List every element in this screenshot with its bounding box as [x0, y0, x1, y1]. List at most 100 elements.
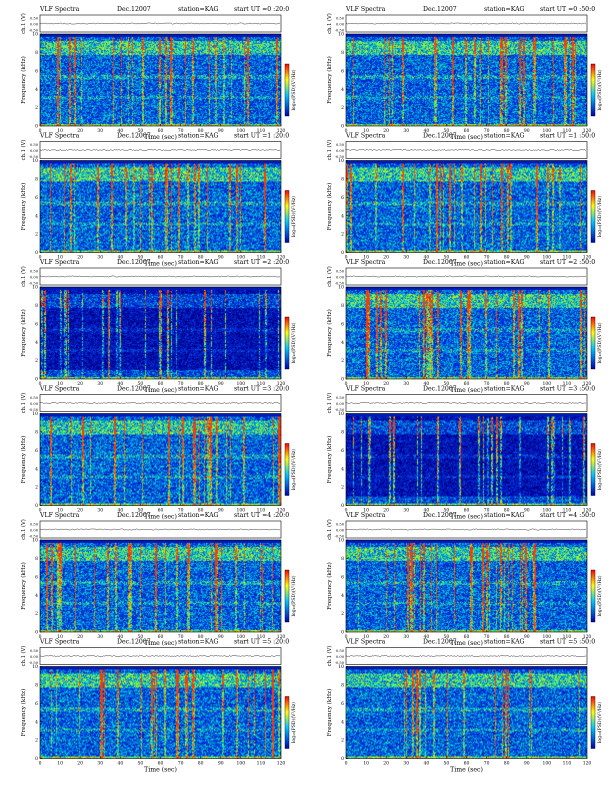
x-tick-label: 70 — [484, 634, 490, 640]
header-station: station=KAG — [178, 512, 219, 519]
spectrogram-image — [40, 413, 281, 506]
header-station: station=KAG — [484, 639, 525, 646]
ch1-axis-label: ch.1 (V) — [326, 266, 333, 287]
header-start-ut: start UT =0 :50:0 — [540, 6, 595, 13]
y-tick-label: 0 — [35, 503, 38, 509]
x-tick-label: 40 — [423, 381, 429, 387]
spectrogram-image — [346, 540, 587, 632]
y-tick-label: 4 — [35, 87, 38, 93]
y-tick-label: 0 — [35, 250, 38, 256]
spectrogram-panel: VLF Spectra Dec.12007 station=KAG start UT … — [326, 386, 603, 521]
colorbar — [285, 190, 289, 243]
y-tick-label: 8 — [341, 556, 344, 562]
colorbar-frame — [590, 316, 596, 370]
x-tick-label: 0 — [345, 634, 348, 640]
x-tick-label: 70 — [484, 508, 490, 514]
y-tick-label: 6 — [35, 68, 38, 74]
x-tick-label: 90 — [218, 381, 224, 387]
x-tick-label: 70 — [484, 128, 490, 134]
colorbar — [285, 696, 289, 749]
x-tick-label: 10 — [57, 761, 63, 767]
x-tick-label: 70 — [178, 381, 184, 387]
spectrogram-image — [346, 287, 587, 379]
x-tick-label: 80 — [198, 634, 204, 640]
x-tick-label: 40 — [117, 761, 123, 767]
x-tick-label: 20 — [383, 381, 389, 387]
x-tick-label: 50 — [444, 128, 450, 134]
ch1-tick-label: 0.00 — [336, 149, 345, 153]
x-tick-label: 110 — [257, 508, 266, 514]
x-tick-label: 10 — [363, 381, 369, 387]
ch1-tick-label: 0.00 — [30, 23, 39, 27]
y-tick-label: 8 — [341, 683, 344, 689]
colorbar-label: log₁₀(PSD)(V²/Hz) — [596, 69, 603, 110]
x-tick-label: 60 — [158, 381, 164, 387]
x-tick-label: 80 — [504, 761, 510, 767]
y-tick-label: 0 — [341, 250, 344, 256]
ch1-waveform-trace — [39, 655, 281, 657]
y-tick-label: 4 — [35, 593, 38, 599]
x-tick-label: 30 — [403, 761, 409, 767]
y-tick-label: 8 — [341, 50, 344, 56]
colorbar — [285, 570, 289, 622]
colorbar-label: log₁₀(PSD)(V²/Hz) — [290, 702, 297, 743]
ch1-tick-label: 0.00 — [30, 276, 39, 280]
colorbar — [591, 696, 595, 749]
x-tick-label: 80 — [198, 255, 204, 261]
x-tick-label: 10 — [57, 381, 63, 387]
ch1-axis-label: ch.1 (V) — [20, 13, 27, 34]
header-title: VLF Spectra — [345, 133, 386, 140]
ch1-waveform-trace — [345, 22, 587, 25]
spectrogram-panel: VLF Spectra Dec.12007 station=KAG start UT … — [20, 512, 297, 647]
x-tick-label: 120 — [583, 255, 592, 261]
ch1-waveform-trace — [345, 149, 587, 151]
x-tick-label: 100 — [237, 761, 246, 767]
x-tick-label: 120 — [277, 381, 286, 387]
x-tick-label: 100 — [543, 128, 552, 134]
x-axis-label: Time (sec) — [450, 640, 483, 647]
x-tick-label: 40 — [117, 255, 123, 261]
x-axis-label: Time (sec) — [144, 261, 177, 268]
header-start-ut: start UT =2 :50:0 — [540, 259, 595, 266]
colorbar-label: log₁₀(PSD)(V²/Hz) — [290, 575, 297, 616]
header-station: station=KAG — [484, 386, 525, 393]
ch1-tick-label: 0.50 — [30, 17, 39, 21]
y-tick-label: 6 — [35, 701, 38, 707]
x-tick-label: 0 — [39, 381, 42, 387]
x-tick-label: 30 — [97, 255, 103, 261]
x-tick-label: 50 — [444, 508, 450, 514]
x-tick-label: 60 — [158, 634, 164, 640]
header-date: Dec.12007 — [423, 259, 457, 266]
x-tick-label: 80 — [198, 381, 204, 387]
colorbar — [285, 443, 289, 496]
x-axis-label: Time (sec) — [450, 261, 483, 268]
colorbar-label: log₁₀(PSD)(V²/Hz) — [290, 196, 297, 237]
ch1-waveform-trace — [345, 402, 587, 404]
y-tick-label: 10 — [32, 664, 38, 670]
spectrogram-panel: VLF Spectra Dec.12007 station=KAG start UT … — [326, 133, 603, 268]
x-tick-label: 100 — [237, 255, 246, 261]
colorbar-frame — [284, 696, 290, 749]
x-tick-label: 50 — [444, 761, 450, 767]
y-tick-label: 0 — [341, 124, 344, 130]
x-tick-label: 80 — [504, 255, 510, 261]
header-date: Dec.12007 — [423, 133, 457, 140]
ch1-axis-label: ch.1 (V) — [20, 393, 27, 414]
y-tick-label: 4 — [35, 213, 38, 219]
ch1-tick-label: 0.00 — [336, 402, 345, 406]
x-tick-label: 20 — [77, 128, 83, 134]
x-tick-label: 80 — [198, 128, 204, 134]
spectrogram-panel: VLF Spectra Dec.12007 station=KAG start UT … — [326, 6, 603, 141]
y-tick-label: 10 — [32, 538, 38, 544]
x-tick-label: 40 — [423, 255, 429, 261]
x-tick-label: 50 — [138, 255, 144, 261]
x-tick-label: 70 — [484, 381, 490, 387]
x-tick-label: 60 — [158, 128, 164, 134]
x-tick-label: 40 — [423, 761, 429, 767]
spectrogram-image — [346, 34, 587, 126]
x-tick-label: 110 — [257, 634, 266, 640]
x-tick-label: 60 — [464, 255, 470, 261]
header-station: station=KAG — [484, 259, 525, 266]
x-tick-label: 120 — [277, 255, 286, 261]
x-tick-label: 10 — [57, 508, 63, 514]
